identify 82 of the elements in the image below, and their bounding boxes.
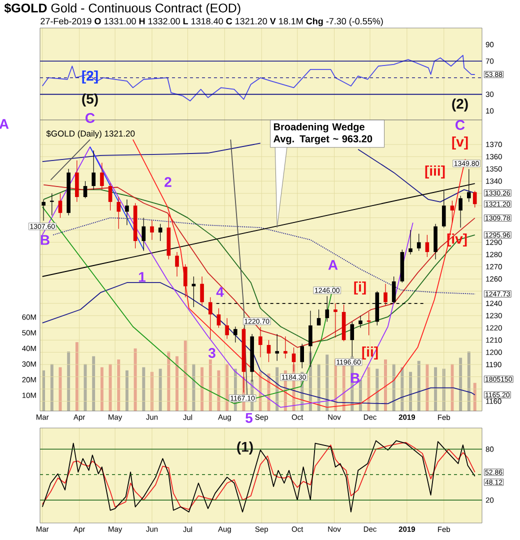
- candlestick: [442, 190, 446, 228]
- annotation: (5): [82, 93, 98, 107]
- annotation: B: [350, 373, 360, 383]
- candlestick: [42, 199, 46, 222]
- candlestick: [58, 193, 62, 218]
- candlestick: [208, 296, 212, 340]
- bar: [167, 352, 170, 411]
- candlestick: [108, 183, 112, 211]
- bar: [417, 360, 420, 411]
- annotation: B: [40, 235, 50, 245]
- candlestick: [275, 334, 279, 362]
- candlestick: [300, 343, 304, 368]
- bar: [108, 364, 112, 411]
- bar: [67, 352, 70, 411]
- bar: [142, 367, 146, 411]
- annotation: 4: [216, 287, 224, 297]
- bar: [50, 364, 54, 411]
- bar: [117, 359, 120, 411]
- candlestick: [92, 150, 96, 190]
- annotation: 3: [208, 348, 216, 358]
- bar: [58, 367, 62, 411]
- bar: [217, 370, 220, 411]
- candlestick: [450, 200, 454, 223]
- bar: [467, 352, 470, 411]
- candlestick: [100, 162, 104, 190]
- candlestick: [408, 230, 412, 255]
- candlestick: [266, 340, 271, 362]
- bar: [84, 364, 87, 411]
- bar: [409, 372, 412, 411]
- bar: [184, 340, 187, 411]
- bar: [434, 367, 438, 411]
- bar: [459, 358, 462, 411]
- annotation: Broadening Wedge Avg. Target ~ 963.20: [274, 123, 372, 144]
- candlestick: [175, 252, 179, 277]
- bar: [92, 356, 96, 411]
- text: 27-Feb-2019 O 1331.00 H 1332.00 L 1318.40 C 1321.20 V 18.1M Chg -7.30 (-0.55%): [40, 18, 383, 26]
- bar: [192, 364, 196, 411]
- text: 5: [246, 413, 253, 423]
- candlestick: [458, 196, 462, 228]
- bar: [75, 342, 78, 411]
- bar: [158, 368, 162, 411]
- candlestick: [258, 326, 262, 358]
- annotation: A: [328, 260, 338, 270]
- candlestick: [284, 336, 288, 359]
- bar: [134, 348, 137, 411]
- chart-title: $GOLD Gold - Continuous Contract (EOD): [4, 3, 240, 15]
- candlestick: [142, 218, 146, 252]
- candlestick: [216, 308, 221, 328]
- bar: [200, 367, 204, 411]
- annotation: (2): [452, 98, 468, 112]
- candlestick: [384, 284, 388, 306]
- candlestick: [225, 318, 229, 340]
- candlestick: [50, 193, 54, 216]
- candlestick: [116, 196, 121, 230]
- candlestick: [125, 199, 129, 226]
- candlestick: [183, 264, 188, 298]
- annotation: C: [86, 113, 95, 123]
- candlestick: [316, 309, 321, 326]
- annotation: C: [456, 120, 465, 130]
- annotation: 2: [164, 177, 172, 187]
- candlestick: [334, 303, 338, 338]
- candlestick: [200, 276, 204, 306]
- candlestick: [158, 224, 162, 242]
- bar: [100, 367, 104, 411]
- candlestick: [416, 233, 421, 252]
- bar: [208, 359, 212, 411]
- bar: [226, 364, 229, 411]
- candlestick: [192, 276, 196, 308]
- bar: [326, 354, 329, 411]
- line-series: [42, 282, 476, 404]
- candlestick: [150, 220, 154, 240]
- candlestick: [233, 326, 238, 343]
- bar: [176, 356, 179, 411]
- bar: [473, 382, 476, 411]
- annotation: [iii]: [425, 165, 445, 179]
- annotation: $GOLD (Daily) 1321.20: [46, 130, 135, 138]
- candlestick: [83, 180, 88, 199]
- candlestick: [358, 315, 362, 328]
- annotation: [i]: [354, 281, 366, 295]
- annotation: 1: [138, 272, 146, 282]
- candlestick: [472, 190, 477, 208]
- annotation: [v]: [452, 136, 468, 150]
